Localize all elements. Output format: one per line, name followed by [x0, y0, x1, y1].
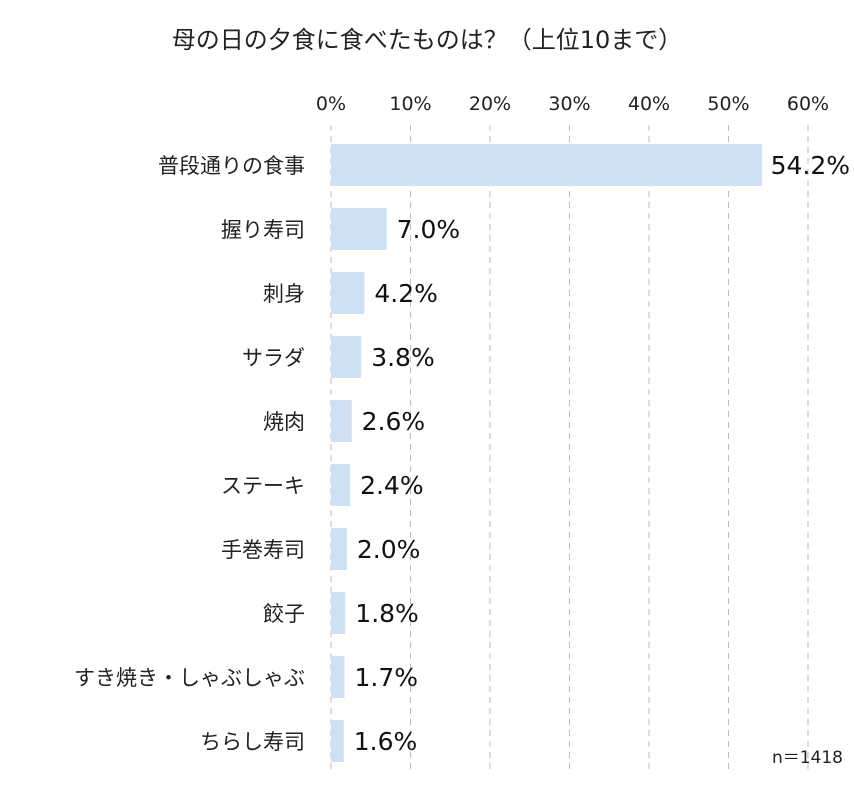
value-label: 7.0%: [397, 215, 461, 244]
bar: [331, 336, 362, 378]
bar: [331, 400, 352, 442]
bar: [331, 656, 345, 698]
category-labels: 普段通りの食事握り寿司刺身サラダ焼肉ステーキ手巻寿司餃子すき焼き・しゃぶしゃぶち…: [74, 154, 305, 754]
category-label: 握り寿司: [221, 218, 305, 242]
category-label: ステーキ: [221, 474, 305, 498]
value-label: 2.6%: [362, 407, 426, 436]
category-label: 焼肉: [263, 410, 305, 434]
bar: [331, 720, 344, 762]
x-tick-label: 60%: [787, 93, 829, 115]
value-label: 2.4%: [360, 471, 424, 500]
value-label: 3.8%: [371, 343, 435, 372]
bar: [331, 144, 762, 186]
bar: [331, 528, 347, 570]
value-label: 54.2%: [771, 151, 850, 180]
grid-lines: [330, 125, 809, 773]
value-label: 4.2%: [374, 279, 438, 308]
x-tick-label: 30%: [548, 93, 590, 115]
x-axis-ticks: 0% 10% 20% 30% 40% 50% 60%: [316, 93, 829, 115]
bar: [331, 592, 346, 634]
bar: [331, 272, 365, 314]
x-tick-label: 20%: [469, 93, 511, 115]
category-label: 餃子: [263, 602, 305, 626]
x-tick-label: 40%: [628, 93, 670, 115]
value-label: 1.7%: [355, 663, 419, 692]
value-label: 1.6%: [354, 727, 418, 756]
bar: [331, 464, 351, 506]
bars: [331, 144, 762, 762]
category-label: 刺身: [263, 282, 305, 306]
bar: [331, 208, 387, 250]
value-label: 2.0%: [357, 535, 421, 564]
category-label: 手巻寿司: [221, 538, 305, 562]
category-label: すき焼き・しゃぶしゃぶ: [74, 666, 305, 690]
sample-size-note: n＝1418: [772, 748, 843, 768]
category-label: サラダ: [242, 346, 305, 370]
value-label: 1.8%: [355, 599, 419, 628]
x-tick-label: 50%: [707, 93, 749, 115]
value-labels: 54.2% 7.0% 4.2% 3.8% 2.6% 2.4% 2.0% 1.8% 1.7% 1.6…: [354, 151, 850, 756]
category-label: 普段通りの食事: [158, 154, 305, 178]
x-tick-label: 10%: [389, 93, 431, 115]
x-tick-label: 0%: [316, 93, 346, 115]
category-label: ちらし寿司: [200, 730, 305, 754]
chart-title: 母の日の夕食に食べたものは？（上位10まで）: [172, 26, 683, 54]
